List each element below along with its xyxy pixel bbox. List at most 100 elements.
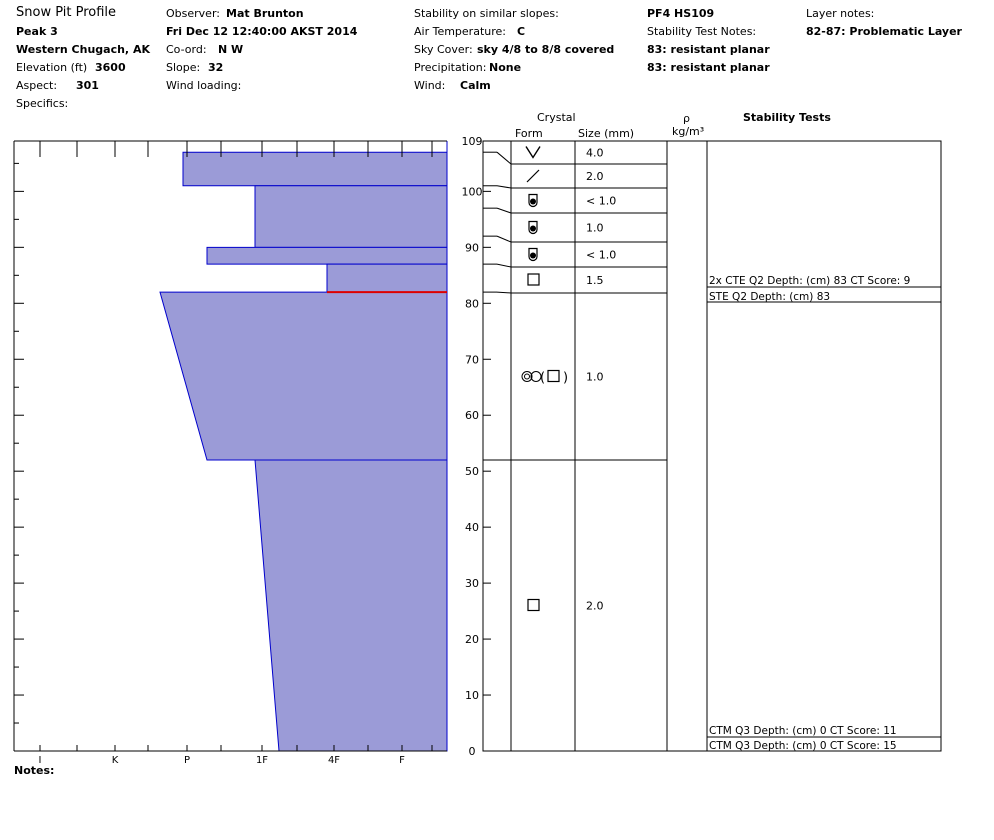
faceted-square-icon bbox=[547, 369, 560, 383]
hardness-tick-label-4F: 4F bbox=[328, 755, 340, 766]
depth-label-20: 20 bbox=[465, 633, 479, 646]
hardness-tick-label-P: P bbox=[184, 755, 190, 766]
wind-label: Wind: bbox=[414, 79, 446, 92]
hardness-layer-2 bbox=[254, 185, 448, 248]
crystal-size-6: 1.0 bbox=[586, 371, 604, 384]
leader-b-5 bbox=[496, 263, 512, 268]
crystal-form-FC-icon bbox=[527, 273, 540, 286]
aspect-label: Aspect: bbox=[16, 79, 58, 92]
rounded-grain-second-icon bbox=[530, 371, 542, 382]
location: Peak 3 bbox=[16, 25, 58, 38]
table-frame bbox=[482, 140, 942, 752]
rounded-grain-inner-icon bbox=[524, 373, 530, 380]
depth-label-60: 60 bbox=[465, 409, 479, 422]
page-title: Snow Pit Profile bbox=[16, 5, 117, 20]
specifics-label: Specifics: bbox=[16, 97, 69, 110]
crystal-size-5: 1.5 bbox=[586, 274, 604, 287]
slope-label: Slope: bbox=[166, 61, 201, 74]
crystal-size-7: 2.0 bbox=[586, 600, 604, 613]
depth-label-90: 90 bbox=[465, 241, 479, 254]
air-temp-value: C bbox=[517, 25, 526, 38]
stability-test-0: 2x CTE Q2 Depth: (cm) 83 CT Score: 9 bbox=[709, 275, 910, 287]
coord-value: N W bbox=[218, 43, 244, 56]
stability-note-2: 83: resistant planar bbox=[647, 61, 770, 74]
crystal-form-DH-icon bbox=[525, 146, 541, 159]
density-symbol: ρ bbox=[683, 112, 690, 125]
hardness-tick-label-1F: 1F bbox=[256, 755, 268, 766]
rounded-grain-outer-icon bbox=[521, 371, 533, 382]
depth-label-50: 50 bbox=[465, 465, 479, 478]
hardness-layer-5 bbox=[159, 291, 448, 461]
depth-label-0: 0 bbox=[469, 745, 476, 758]
paren-close-icon: ) bbox=[563, 371, 568, 386]
melt-form-outline-icon bbox=[528, 220, 538, 235]
depth-label-109: 109 bbox=[462, 135, 483, 148]
observer-value: Mat Brunton bbox=[226, 7, 304, 20]
stability-test-1: STE Q2 Depth: (cm) 83 bbox=[709, 291, 830, 303]
size-header: Size (mm) bbox=[578, 127, 635, 140]
hardness-layer-1 bbox=[182, 151, 448, 187]
wind-loading-label: Wind loading: bbox=[166, 79, 242, 92]
hardness-layer-4 bbox=[326, 263, 448, 293]
aspect-value: 301 bbox=[76, 79, 99, 92]
hardness-layer-6 bbox=[254, 459, 448, 752]
melt-form-dot-icon bbox=[530, 225, 536, 232]
stability-tests-header: Stability Tests bbox=[743, 111, 831, 124]
depth-label-100: 100 bbox=[462, 185, 483, 198]
stability-note-1: 83: resistant planar bbox=[647, 43, 770, 56]
stability-notes-label: Stability Test Notes: bbox=[647, 25, 757, 38]
slash-icon bbox=[526, 169, 540, 183]
crystal-form-FC-icon bbox=[527, 598, 540, 612]
leader-b-2 bbox=[496, 185, 512, 189]
leader-b-4 bbox=[496, 235, 512, 243]
crystal-size-4: < 1.0 bbox=[586, 249, 616, 262]
stability-similar-label: Stability on similar slopes: bbox=[414, 7, 559, 20]
crystal-form-FC-line-icon bbox=[526, 169, 540, 183]
leader-b-3 bbox=[496, 207, 512, 214]
sky-label: Sky Cover: bbox=[414, 43, 473, 56]
observer-label: Observer: bbox=[166, 7, 220, 20]
precip-label: Precipitation: bbox=[414, 61, 487, 74]
range: Western Chugach, AK bbox=[16, 43, 150, 56]
slope-value: 32 bbox=[208, 61, 224, 74]
elevation-label: Elevation (ft) bbox=[16, 61, 88, 74]
depth-label-70: 70 bbox=[465, 353, 479, 366]
crystal-size-2: < 1.0 bbox=[586, 195, 616, 208]
hardness-tick-label-F: F bbox=[399, 755, 405, 766]
crystal-header: Crystal bbox=[537, 111, 576, 124]
faceted-square-icon bbox=[527, 273, 540, 286]
melt-form-outline-icon bbox=[528, 193, 538, 208]
depth-label-40: 40 bbox=[465, 521, 479, 534]
hardness-tick-label-K: K bbox=[112, 755, 119, 766]
hardness-layer-3 bbox=[206, 246, 448, 265]
density-unit: kg/m³ bbox=[672, 125, 705, 138]
notes-label: Notes: bbox=[14, 764, 55, 777]
precip-value: None bbox=[489, 61, 522, 74]
depth-label-80: 80 bbox=[465, 297, 479, 310]
elevation-value: 3600 bbox=[95, 61, 126, 74]
crystal-form-MF-icon bbox=[528, 220, 538, 235]
coord-label: Co-ord: bbox=[166, 43, 207, 56]
depth-label-30: 30 bbox=[465, 577, 479, 590]
leader-b-1 bbox=[496, 151, 512, 165]
crystal-form-MF-icon bbox=[528, 247, 538, 262]
melt-form-dot-icon bbox=[530, 198, 536, 205]
stability-test-2: CTM Q3 Depth: (cm) 0 CT Score: 11 bbox=[709, 725, 897, 737]
leader-b-6 bbox=[496, 291, 512, 294]
melt-form-outline-icon bbox=[528, 247, 538, 262]
crystal-size-1: 2.0 bbox=[586, 170, 604, 183]
air-temp-label: Air Temperature: bbox=[414, 25, 506, 38]
datetime: Fri Dec 12 12:40:00 AKST 2014 bbox=[166, 25, 358, 38]
crystal-form-RG-FC-icon: () bbox=[521, 369, 568, 386]
faceted-square-icon bbox=[527, 598, 540, 612]
wind-value: Calm bbox=[460, 79, 491, 92]
depth-label-10: 10 bbox=[465, 689, 479, 702]
melt-form-dot-icon bbox=[530, 252, 536, 259]
crystal-form-MF-icon bbox=[528, 193, 538, 208]
stability-test-3: CTM Q3 Depth: (cm) 0 CT Score: 15 bbox=[709, 740, 897, 752]
form-header: Form bbox=[515, 127, 543, 140]
pf-hs: PF4 HS109 bbox=[647, 7, 715, 20]
crystal-size-3: 1.0 bbox=[586, 222, 604, 235]
depth-hoar-icon bbox=[525, 146, 541, 159]
